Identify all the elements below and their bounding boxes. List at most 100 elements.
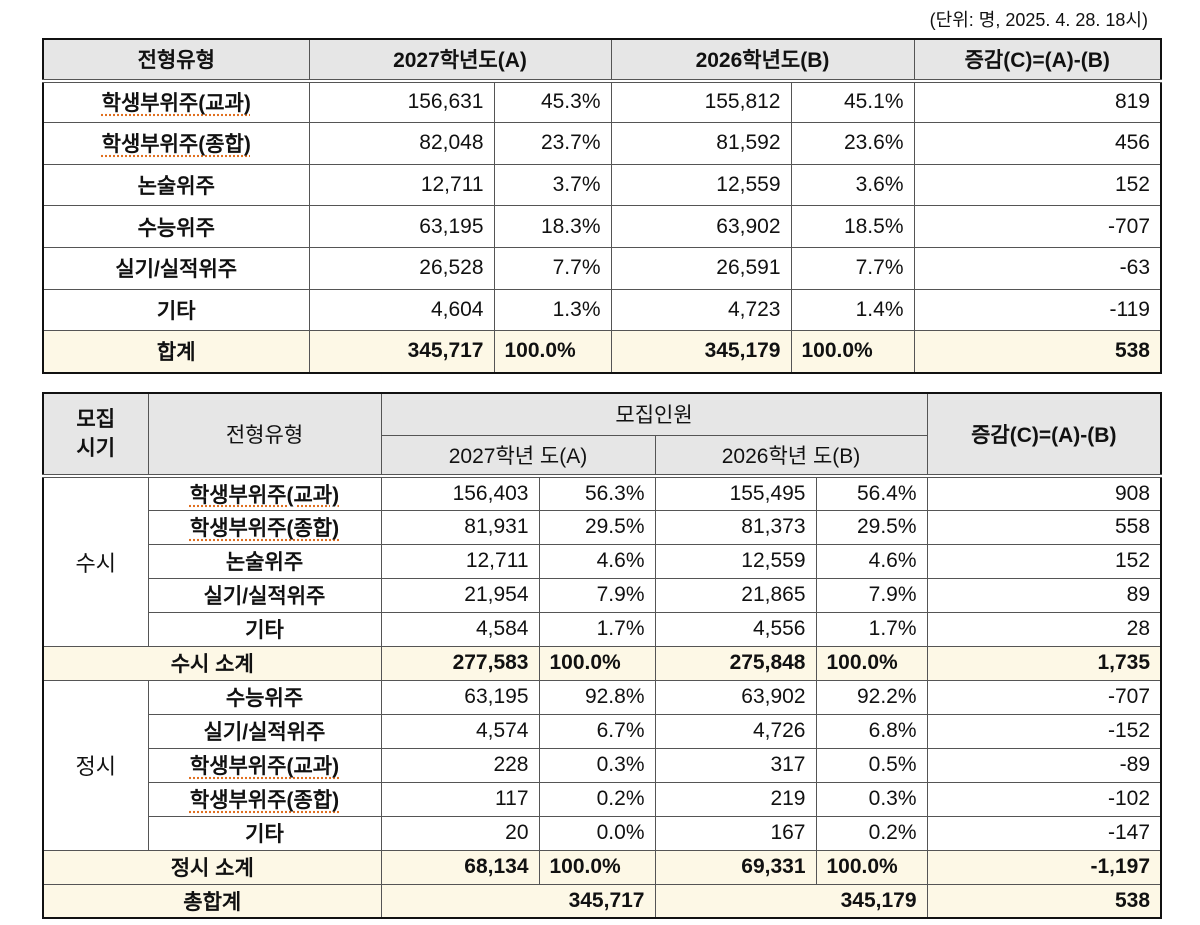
type-label: 수능위주 — [225, 687, 304, 710]
value-2026: 219 — [654, 781, 817, 817]
subtotal-label: 수시 소계 — [42, 645, 382, 681]
subtotal-2027: 68,134 — [380, 849, 540, 885]
type-cell: 기타 — [147, 815, 382, 851]
subtotal-pct-2027: 100.0% — [538, 645, 656, 681]
total-label: 합계 — [42, 330, 310, 373]
type-cell: 학생부위주(교과) — [42, 80, 310, 123]
pct-2026: 0.5% — [815, 747, 928, 783]
type-label: 학생부위주(교과) — [189, 755, 340, 778]
value-2027: 4,584 — [380, 611, 540, 647]
subtotal-row: 정시 소계 68,134 100.0% 69,331 100.0% -1,197 — [42, 849, 1162, 885]
type-label: 실기/실적위주 — [203, 721, 326, 744]
subtotal-label: 정시 소계 — [42, 849, 382, 885]
value-2026: 26,591 — [610, 246, 792, 290]
grand-total-2026: 345,179 — [654, 883, 928, 919]
value-2026: 63,902 — [610, 205, 792, 248]
header-type: 전형유형 — [42, 38, 310, 83]
pct-2027: 45.3% — [493, 80, 612, 123]
period-label: 정시 — [42, 679, 149, 851]
value-2027: 4,604 — [308, 288, 495, 332]
diff-value: -119 — [913, 288, 1162, 332]
value-2027: 12,711 — [380, 543, 540, 579]
pct-2027: 0.0% — [538, 815, 656, 851]
value-2026: 317 — [654, 747, 817, 783]
pct-2026: 18.5% — [790, 205, 915, 248]
type-cell: 학생부위주(종합) — [42, 121, 310, 165]
type-label: 논술위주 — [225, 551, 304, 574]
value-2027: 63,195 — [308, 205, 495, 248]
value-2027: 156,403 — [380, 475, 540, 511]
diff-value: -152 — [926, 713, 1162, 749]
pct-2027: 92.8% — [538, 679, 656, 715]
subtotal-pct-2026: 100.0% — [815, 645, 928, 681]
header-2026: 2026학년 도(B) — [654, 434, 928, 478]
type-cell: 실기/실적위주 — [147, 713, 382, 749]
value-2027: 117 — [380, 781, 540, 817]
table-row: 실기/실적위주 21,954 7.9% 21,865 7.9% 89 — [43, 577, 1162, 613]
header-2027: 2027학년 도(A) — [380, 434, 656, 478]
type-cell: 기타 — [42, 288, 310, 332]
diff-value: -102 — [926, 781, 1162, 817]
header-diff: 증감(C)=(A)-(B) — [913, 38, 1162, 83]
pct-2026: 56.4% — [815, 475, 928, 511]
total-pct-2026: 100.0% — [790, 330, 915, 373]
type-label: 논술위주 — [137, 174, 215, 198]
pct-2026: 7.7% — [790, 246, 915, 290]
table-row: 논술위주 12,711 4.6% 12,559 4.6% 152 — [43, 543, 1162, 579]
type-cell: 수능위주 — [42, 205, 310, 248]
value-2027: 4,574 — [380, 713, 540, 749]
diff-value: 152 — [926, 543, 1162, 579]
type-label: 기타 — [245, 619, 284, 642]
pct-2027: 23.7% — [493, 121, 612, 165]
value-2026: 81,592 — [610, 121, 792, 165]
pct-2026: 1.7% — [815, 611, 928, 647]
value-2026: 21,865 — [654, 577, 817, 613]
value-2027: 63,195 — [380, 679, 540, 715]
table-row: 기타 4,584 1.7% 4,556 1.7% 28 — [43, 611, 1162, 647]
table-row: 학생부위주(교과) 228 0.3% 317 0.5% -89 — [43, 747, 1162, 783]
header-type: 전형유형 — [147, 392, 382, 478]
type-cell: 실기/실적위주 — [42, 246, 310, 290]
table-row: 실기/실적위주 4,574 6.7% 4,726 6.8% -152 — [43, 713, 1162, 749]
value-2026: 12,559 — [610, 163, 792, 207]
unit-note: (단위: 명, 2025. 4. 28. 18시) — [929, 10, 1148, 30]
value-2026: 155,812 — [610, 80, 792, 123]
subtotal-pct-2026: 100.0% — [815, 849, 928, 885]
type-label: 기타 — [156, 299, 196, 323]
subtotal-diff: 1,735 — [926, 645, 1162, 681]
total-row: 합계 345,717 100.0% 345,179 100.0% 538 — [42, 330, 1162, 373]
total-2026: 345,179 — [610, 330, 792, 373]
type-label: 학생부위주(종합) — [189, 789, 340, 812]
value-2026: 167 — [654, 815, 817, 851]
header-diff: 증감(C)=(A)-(B) — [926, 392, 1162, 478]
value-2026: 12,559 — [654, 543, 817, 579]
value-2027: 21,954 — [380, 577, 540, 613]
pct-2026: 0.2% — [815, 815, 928, 851]
admissions-summary-table: 전형유형 2027학년도(A) 2026학년도(B) 증감(C)=(A)-(B)… — [42, 38, 1162, 374]
grand-total-row: 총합계 345,717 345,179 538 — [42, 883, 1162, 919]
pct-2027: 0.2% — [538, 781, 656, 817]
diff-value: -147 — [926, 815, 1162, 851]
table-row: 정시 수능위주 63,195 92.8% 63,902 92.2% -707 — [42, 679, 1162, 851]
value-2027: 156,631 — [308, 80, 495, 123]
type-cell: 학생부위주(종합) — [147, 509, 382, 545]
admissions-by-period-table: 모집 시기 전형유형 모집인원 증감(C)=(A)-(B) 2027학년 도(A)… — [42, 392, 1163, 919]
diff-value: 89 — [926, 577, 1162, 613]
value-2027: 81,931 — [380, 509, 540, 545]
value-2027: 82,048 — [308, 121, 495, 165]
type-cell: 학생부위주(종합) — [147, 781, 382, 817]
table-row: 기타 20 0.0% 167 0.2% -147 — [43, 815, 1162, 851]
type-cell: 실기/실적위주 — [147, 577, 382, 613]
grand-total-2027: 345,717 — [380, 883, 656, 919]
pct-2026: 45.1% — [790, 80, 915, 123]
pct-2027: 0.3% — [538, 747, 656, 783]
value-2026: 4,726 — [654, 713, 817, 749]
pct-2026: 7.9% — [815, 577, 928, 613]
subtotal-row: 수시 소계 277,583 100.0% 275,848 100.0% 1,735 — [42, 645, 1162, 681]
pct-2026: 0.3% — [815, 781, 928, 817]
diff-value: -63 — [913, 246, 1162, 290]
diff-value: 28 — [926, 611, 1162, 647]
type-cell: 수능위주 — [147, 679, 382, 715]
type-label: 학생부위주(종합) — [101, 133, 251, 157]
value-2026: 63,902 — [654, 679, 817, 715]
